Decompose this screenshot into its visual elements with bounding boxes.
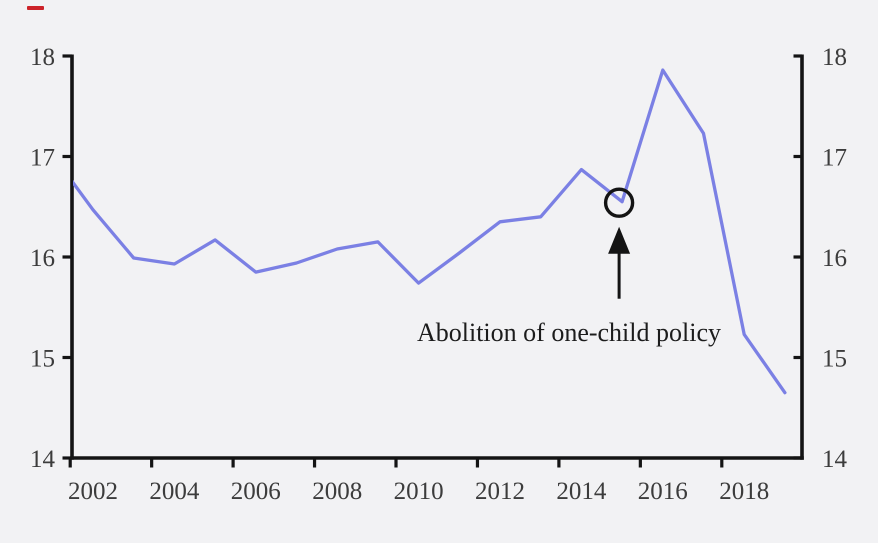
y-tick-label-left: 14 xyxy=(30,446,56,473)
annotation-group: Abolition of one-child policy xyxy=(417,187,721,347)
x-tick-label: 2006 xyxy=(231,478,281,505)
births-polyline xyxy=(73,68,787,395)
y-tick-label-left: 16 xyxy=(30,245,55,272)
y-tick-label-left: 17 xyxy=(30,145,55,172)
red-legend-dash xyxy=(27,6,44,10)
x-tick-label: 2002 xyxy=(68,478,118,505)
x-tick-label: 2016 xyxy=(638,478,688,505)
x-tick-label: 2008 xyxy=(312,478,362,505)
y-tick-label-right: 18 xyxy=(822,44,847,71)
axes: 18 18 17 17 16 16 15 15 14 14 2002 2004 2006 2008 2010… xyxy=(30,44,848,505)
y-tick-label-right: 15 xyxy=(822,346,847,373)
y-tick-label-right: 16 xyxy=(822,245,847,272)
x-tick-label: 2014 xyxy=(556,478,607,505)
annotation-circle-icon xyxy=(603,187,635,218)
x-tick-label: 2004 xyxy=(149,478,200,505)
x-tick-label: 2010 xyxy=(394,478,444,505)
annotation-label: Abolition of one-child policy xyxy=(417,318,721,347)
x-tick-label: 2018 xyxy=(719,478,769,505)
x-tick-label: 2012 xyxy=(475,478,525,505)
y-tick-label-right: 14 xyxy=(822,446,848,473)
y-tick-label-left: 18 xyxy=(30,44,55,71)
annotation-arrow-head-icon xyxy=(608,226,631,254)
line-series xyxy=(73,68,787,395)
y-tick-label-right: 17 xyxy=(822,145,847,172)
y-tick-label-left: 15 xyxy=(30,346,55,373)
